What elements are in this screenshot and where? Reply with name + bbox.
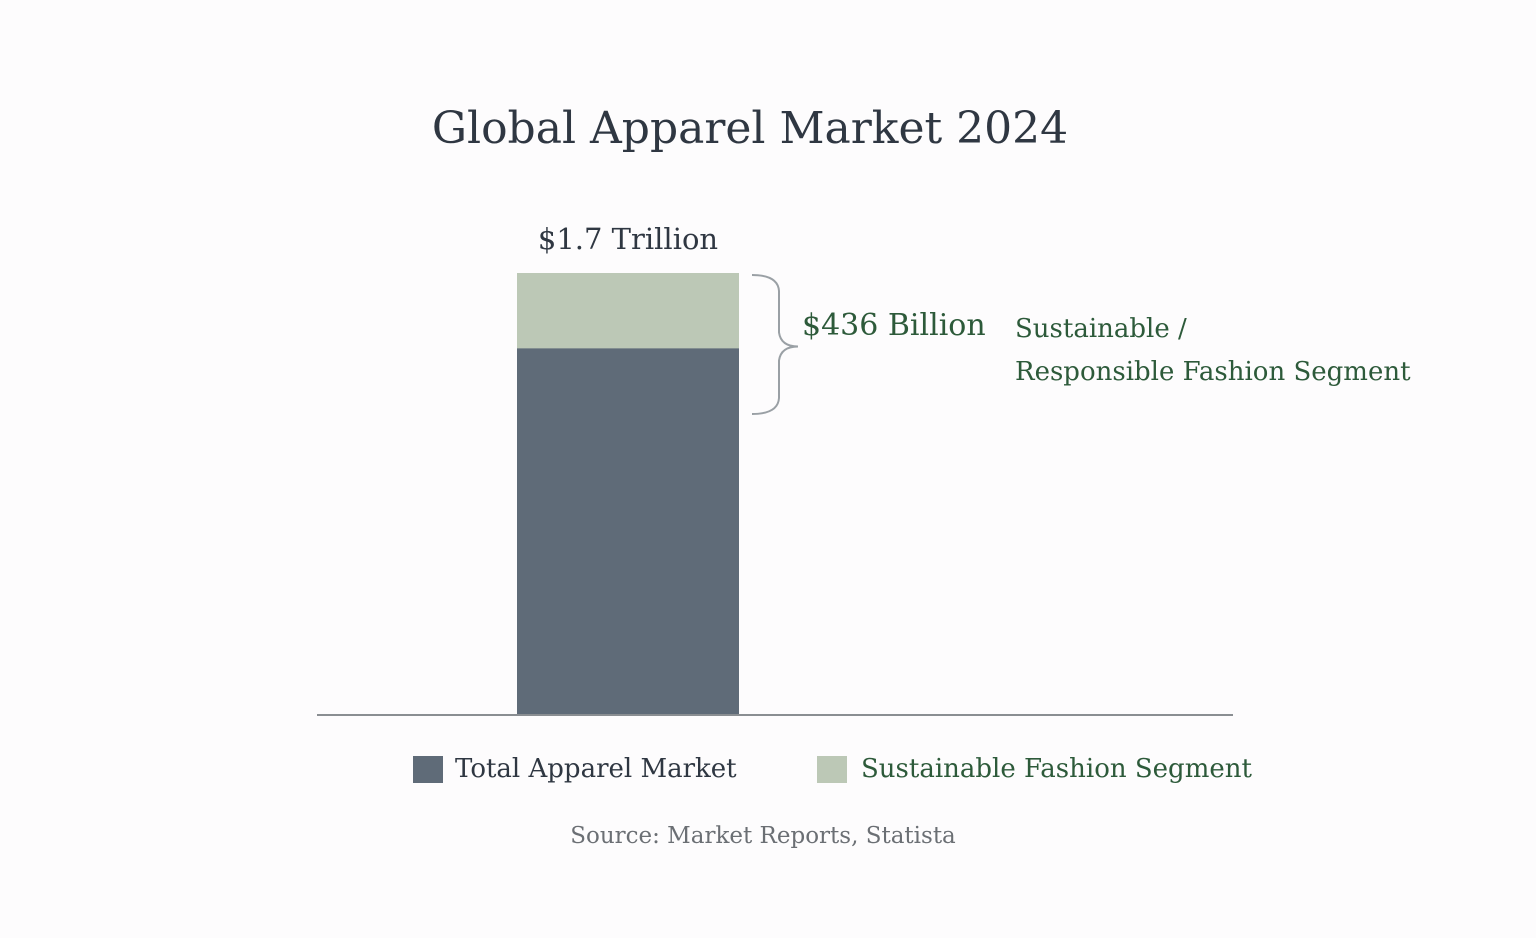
legend-swatch-segment	[817, 756, 847, 783]
segment-description-line-1: Sustainable /	[1015, 314, 1187, 344]
segment-bracket	[751, 274, 799, 415]
total-value-label: $1.7 Trillion	[538, 222, 718, 256]
legend-label-segment: Sustainable Fashion Segment	[861, 754, 1252, 784]
legend-swatch-total	[413, 756, 443, 783]
bar-sustainable-segment	[517, 273, 739, 349]
source-note: Source: Market Reports, Statista	[570, 823, 956, 849]
segment-description-line-2: Responsible Fashion Segment	[1015, 357, 1411, 387]
segment-value-label: $436 Billion	[802, 308, 986, 343]
legend-label-total: Total Apparel Market	[455, 754, 737, 784]
chart-title: Global Apparel Market 2024	[432, 103, 1068, 154]
